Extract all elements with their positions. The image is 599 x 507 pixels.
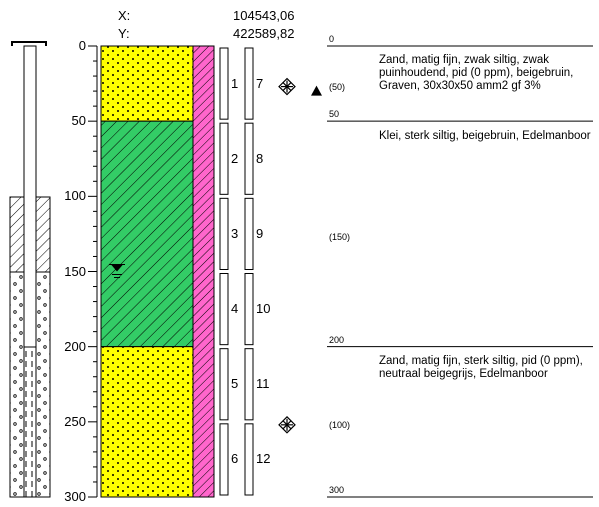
depth-tick-label: 250 xyxy=(64,413,86,429)
well-seal-right xyxy=(35,196,51,273)
frost-markers xyxy=(278,77,296,434)
sample-column-a xyxy=(219,47,229,496)
sample-label: 3 xyxy=(231,225,239,241)
boundary-depth-label: 0 xyxy=(329,34,335,44)
sample-label: 10 xyxy=(256,301,271,317)
well-construction xyxy=(9,41,51,498)
sample-label: 12 xyxy=(256,451,271,467)
layer-description-1: Zand, matig fijn, zwak siltig, zwak puin… xyxy=(379,54,574,93)
well-filter-screen xyxy=(23,346,37,498)
sample-label: 1 xyxy=(231,75,239,91)
depth-tick-label: 200 xyxy=(64,338,86,354)
sample-label: 9 xyxy=(256,225,264,241)
layer-thickness-label: (50) xyxy=(329,81,346,92)
sample-label: 2 xyxy=(231,150,239,166)
sample-bar xyxy=(244,122,254,195)
soil-layer-pattern xyxy=(100,45,194,122)
sample-bar xyxy=(219,122,229,195)
well-riser-pipe xyxy=(23,45,37,348)
y-coordinate-value: 422589,82 xyxy=(233,26,295,41)
well-seal-left xyxy=(9,196,25,273)
sample-label: 4 xyxy=(231,301,239,317)
sample-bar xyxy=(219,273,229,346)
admixture-column-pattern xyxy=(192,45,215,498)
frost-marker-icon xyxy=(278,415,296,434)
x-coordinate-value: 104543,06 xyxy=(233,8,295,23)
sample-label: 5 xyxy=(231,376,239,392)
layer-description-2: Klei, sterk siltig, beigebruin, Edelmanb… xyxy=(379,130,591,142)
sample-bar xyxy=(244,423,254,496)
layer-description-3: Zand, matig fijn, sterk siltig, pid (0 p… xyxy=(379,355,583,381)
description-boundaries xyxy=(327,45,593,498)
soil-layer-pattern xyxy=(100,346,194,498)
boundary-depth-label: 200 xyxy=(329,334,345,345)
sample-column-b xyxy=(244,47,254,496)
triangle-marker-icon xyxy=(311,85,322,96)
sample-label: 7 xyxy=(256,75,264,91)
soil-column xyxy=(100,45,194,498)
depth-axis xyxy=(88,45,98,498)
sample-bar xyxy=(219,348,229,421)
groundwater-triangle xyxy=(111,264,123,272)
sample-bar xyxy=(244,273,254,346)
frost-marker-icon xyxy=(278,77,296,96)
depth-tick-label: 0 xyxy=(78,38,86,53)
depth-tick-label: 150 xyxy=(64,263,86,279)
sample-bar xyxy=(244,348,254,421)
sample-bar xyxy=(244,197,254,270)
layer-thickness-label: (150) xyxy=(329,231,351,242)
sample-bar xyxy=(244,47,254,120)
soil-layer-pattern xyxy=(100,120,194,348)
depth-tick-label: 100 xyxy=(64,188,86,204)
layer-thickness-label: (100) xyxy=(329,419,351,430)
y-coordinate-label: Y: xyxy=(118,26,130,41)
boundary-depth-label: 50 xyxy=(329,109,340,120)
depth-tick-label: 300 xyxy=(64,489,86,504)
sample-label: 11 xyxy=(256,376,270,392)
x-coordinate-label: X: xyxy=(118,8,131,23)
groundwater-level-icon xyxy=(109,263,125,278)
sample-label: 6 xyxy=(231,451,239,467)
sample-bar xyxy=(219,423,229,496)
sample-label: 8 xyxy=(256,150,264,166)
sample-bar xyxy=(219,197,229,270)
sample-bar xyxy=(219,47,229,120)
depth-tick-label: 50 xyxy=(71,113,86,129)
well-cap-icon xyxy=(11,41,47,46)
well-gravel-pack-right xyxy=(35,271,51,498)
well-gravel-pack-left xyxy=(9,271,25,498)
boundary-depth-label: 300 xyxy=(329,485,345,495)
